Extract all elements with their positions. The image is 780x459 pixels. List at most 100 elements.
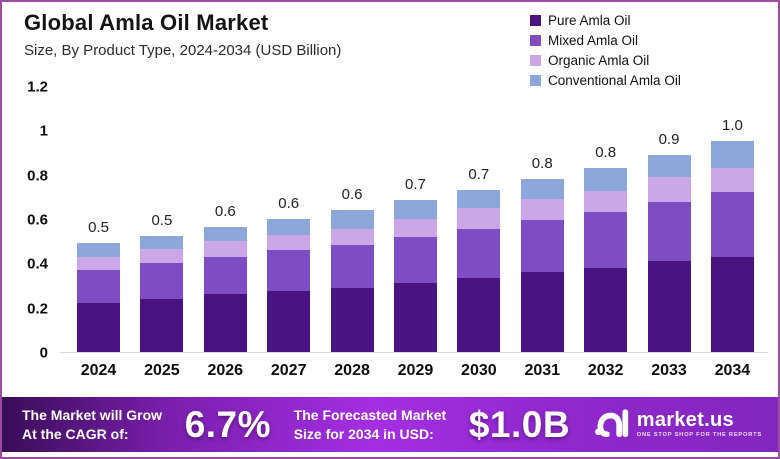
bar-2029[interactable]: 0.7	[393, 87, 437, 352]
x-axis-label-2024: 2024	[80, 362, 117, 379]
forecast-label: The Forecasted Market Size for 2034 in U…	[294, 406, 447, 442]
bar-segment-conventional-amla-oil[interactable]	[140, 235, 184, 249]
bar-2030[interactable]: 0.7	[457, 87, 501, 352]
bar-segment-pure-amla-oil[interactable]	[584, 267, 628, 352]
cagr-label-line1: The Market will Grow	[22, 407, 163, 424]
bar-segment-conventional-amla-oil[interactable]	[647, 154, 691, 177]
bar-value-label: 0.8	[595, 144, 617, 162]
forecast-label-line2: Size for 2034 in USD:	[293, 425, 434, 442]
bar-segment-organic-amla-oil[interactable]	[203, 241, 247, 257]
brand-logo: market.us ONE STOP SHOP FOR THE REPORTS	[593, 404, 762, 445]
x-axis-label-2034: 2034	[714, 362, 751, 379]
bar-segment-mixed-amla-oil[interactable]	[647, 202, 691, 262]
bar-segment-organic-amla-oil[interactable]	[584, 191, 628, 213]
x-axis: 2024 2025 2026 2027 2028 2029 2030 2031 2032 2033…	[60, 362, 768, 380]
bar-2027[interactable]: 0.6	[267, 87, 311, 352]
bar-segment-pure-amla-oil[interactable]	[710, 256, 754, 352]
bar-segment-mixed-amla-oil[interactable]	[267, 250, 311, 292]
page-subtitle: Size, By Product Type, 2024-2034 (USD Bi…	[24, 42, 342, 59]
bar-value-label: 0.8	[531, 155, 553, 173]
y-tick-label: 1.2	[27, 78, 48, 96]
chart-legend: Pure Amla Oil Mixed Amla Oil Organic Amla …	[530, 10, 681, 90]
bar-segment-mixed-amla-oil[interactable]	[393, 236, 437, 284]
bar-2033[interactable]: 0.9	[647, 87, 691, 352]
bar-segment-conventional-amla-oil[interactable]	[77, 243, 120, 257]
x-axis-label-2026: 2026	[207, 362, 244, 379]
y-tick-label: 1	[39, 122, 48, 140]
brand-name: market.us	[636, 409, 734, 432]
bar-segment-organic-amla-oil[interactable]	[393, 219, 437, 237]
forecast-value: $1.0B	[468, 403, 571, 445]
bar-2031[interactable]: 0.8	[520, 87, 564, 352]
bar-segment-conventional-amla-oil[interactable]	[203, 226, 247, 242]
bar-segment-pure-amla-oil[interactable]	[140, 298, 184, 352]
bar-stack	[457, 190, 501, 352]
bar-segment-mixed-amla-oil[interactable]	[203, 256, 247, 295]
x-axis-label-2027: 2027	[270, 362, 307, 379]
x-axis-label-2030: 2030	[461, 362, 497, 379]
bar-segment-conventional-amla-oil[interactable]	[330, 210, 374, 229]
bar-segment-mixed-amla-oil[interactable]	[584, 212, 628, 268]
plot-area: 0.5 0.5 0.6 0.6 0.6 0.7 0.7 0.8 0.8 0.9 1.0	[60, 87, 768, 353]
legend-label: Mixed Amla Oil	[548, 32, 639, 48]
y-tick-label: 0.2	[27, 300, 48, 318]
legend-swatch-icon	[530, 54, 541, 66]
y-tick-label: 0.6	[27, 211, 48, 229]
bar-segment-organic-amla-oil[interactable]	[267, 234, 311, 251]
bar-segment-pure-amla-oil[interactable]	[330, 287, 374, 352]
y-tick-label: 0.4	[27, 255, 48, 273]
bar-stack	[77, 243, 120, 352]
bar-value-label: 0.6	[214, 202, 236, 220]
legend-item: Conventional Amla Oil	[530, 70, 681, 90]
bar-value-label: 1.0	[721, 117, 743, 135]
bar-2025[interactable]: 0.5	[140, 87, 184, 352]
bar-segment-organic-amla-oil[interactable]	[520, 199, 564, 221]
bar-stack	[520, 179, 564, 352]
legend-swatch-icon	[530, 14, 541, 26]
bar-value-label: 0.6	[278, 195, 300, 212]
bar-segment-pure-amla-oil[interactable]	[203, 294, 247, 352]
bar-stack	[393, 200, 437, 352]
y-tick-label: 0	[39, 344, 48, 362]
bar-2028[interactable]: 0.6	[330, 87, 374, 352]
marketus-logo-icon	[593, 404, 629, 445]
bar-segment-mixed-amla-oil[interactable]	[520, 220, 564, 273]
x-axis-label-2029: 2029	[397, 362, 434, 379]
bar-segment-conventional-amla-oil[interactable]	[584, 168, 628, 192]
bar-segment-pure-amla-oil[interactable]	[647, 261, 691, 352]
bar-segment-conventional-amla-oil[interactable]	[520, 179, 564, 200]
bar-segment-pure-amla-oil[interactable]	[520, 272, 564, 352]
bar-segment-organic-amla-oil[interactable]	[330, 228, 374, 245]
bar-segment-organic-amla-oil[interactable]	[140, 248, 184, 264]
bar-segment-pure-amla-oil[interactable]	[393, 283, 437, 352]
bar-2024[interactable]: 0.5	[77, 87, 120, 352]
bar-segment-conventional-amla-oil[interactable]	[267, 219, 311, 235]
bar-2034[interactable]: 1.0	[710, 87, 754, 352]
legend-item: Organic Amla Oil	[530, 50, 681, 70]
bar-segment-pure-amla-oil[interactable]	[267, 291, 311, 352]
bar-segment-organic-amla-oil[interactable]	[710, 168, 754, 193]
bar-stack	[267, 219, 311, 352]
bar-segment-organic-amla-oil[interactable]	[77, 256, 120, 270]
brand-text: market.us ONE STOP SHOP FOR THE REPORTS	[637, 410, 762, 439]
bar-segment-mixed-amla-oil[interactable]	[710, 192, 754, 257]
bar-segment-mixed-amla-oil[interactable]	[77, 269, 120, 304]
bar-segment-conventional-amla-oil[interactable]	[457, 190, 501, 208]
bar-stack	[584, 168, 628, 352]
bar-segment-conventional-amla-oil[interactable]	[393, 200, 437, 220]
chart-header: Global Amla Oil Market Size, By Product …	[24, 10, 341, 59]
bar-segment-mixed-amla-oil[interactable]	[330, 244, 374, 288]
bar-segment-mixed-amla-oil[interactable]	[457, 228, 501, 278]
bar-2026[interactable]: 0.6	[203, 87, 247, 352]
bar-segment-conventional-amla-oil[interactable]	[710, 141, 754, 169]
bar-segment-organic-amla-oil[interactable]	[457, 207, 501, 229]
bar-segment-organic-amla-oil[interactable]	[647, 176, 691, 203]
bar-segment-pure-amla-oil[interactable]	[77, 303, 120, 352]
bar-segment-pure-amla-oil[interactable]	[457, 277, 501, 352]
bar-value-label: 0.5	[88, 219, 109, 237]
x-axis-label-2032: 2032	[587, 362, 624, 379]
bar-segment-mixed-amla-oil[interactable]	[140, 263, 184, 299]
bar-2032[interactable]: 0.8	[584, 87, 628, 352]
brand-tagline: ONE STOP SHOP FOR THE REPORTS	[636, 432, 762, 439]
